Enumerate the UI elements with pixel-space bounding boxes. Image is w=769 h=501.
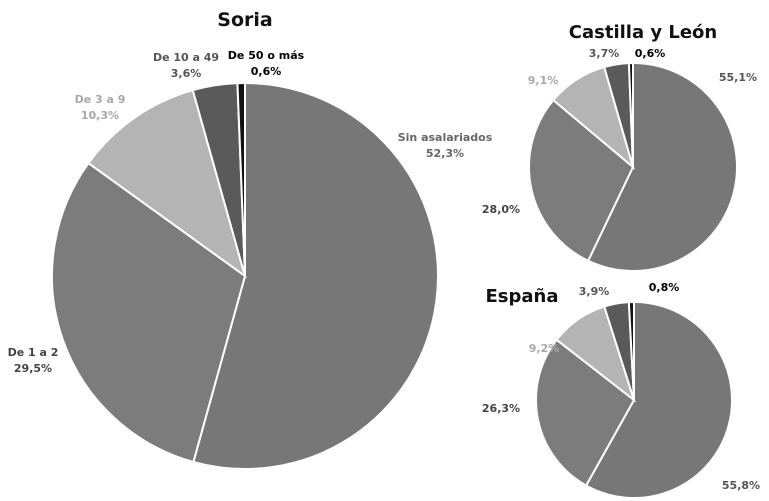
pie-soria: Soria Sin asalariados 52,3%De 1 a 2 29,5%D… bbox=[8, 9, 493, 469]
data-label-category: De 10 a 49 bbox=[153, 51, 219, 64]
chart-title-castilla-y-leon: Castilla y León bbox=[569, 22, 717, 43]
data-label-value: 29,5% bbox=[14, 362, 52, 375]
chart-title-espana: España bbox=[485, 286, 558, 307]
data-label-espana-de-50-o-mas: 0,8% bbox=[649, 281, 680, 294]
data-label-category: Sin asalariados bbox=[398, 131, 493, 144]
data-label-value: 52,3% bbox=[426, 147, 464, 160]
data-label-category: De 50 o más bbox=[228, 49, 305, 62]
data-label-soria-de-50-o-mas: De 50 o más 0,6% bbox=[228, 49, 305, 78]
data-label-category: De 1 a 2 bbox=[8, 346, 59, 359]
data-label-espana-sin-asalariados: 55,8% bbox=[722, 479, 760, 492]
data-label-espana-de-1-a-2: 26,3% bbox=[482, 402, 520, 415]
data-label-value: 0,6% bbox=[251, 65, 282, 78]
data-label-category: De 3 a 9 bbox=[75, 93, 126, 106]
pie-espana: España 55,8% 26,3% 9,2% 3,9% 0,8% bbox=[482, 281, 760, 498]
data-label-soria-de-10-a-49: De 10 a 49 3,6% bbox=[153, 51, 219, 80]
data-label-castilla-y-leon-de-10-a-49: 3,7% bbox=[589, 47, 620, 60]
data-label-value: 3,6% bbox=[171, 67, 202, 80]
data-label-castilla-y-leon-de-50-o-mas: 0,6% bbox=[635, 47, 666, 60]
data-label-soria-de-1-a-2: De 1 a 2 29,5% bbox=[8, 346, 59, 375]
data-label-castilla-y-leon-de-1-a-2: 28,0% bbox=[482, 203, 520, 216]
data-label-soria-sin-asalariados: Sin asalariados 52,3% bbox=[398, 131, 493, 160]
data-label-castilla-y-leon-de-3-a-9: 9,1% bbox=[528, 74, 559, 87]
pie-castilla-y-leon: Castilla y León 55,1% 28,0% 9,1% 3,7% 0,6% bbox=[482, 22, 757, 271]
data-label-espana-de-10-a-49: 3,9% bbox=[579, 285, 610, 298]
chart-title-soria: Soria bbox=[217, 9, 272, 31]
data-label-soria-de-3-a-9: De 3 a 9 10,3% bbox=[75, 93, 126, 122]
data-label-castilla-y-leon-sin-asalariados: 55,1% bbox=[719, 71, 757, 84]
data-label-value: 10,3% bbox=[81, 109, 119, 122]
data-label-espana-de-3-a-9: 9,2% bbox=[529, 342, 560, 355]
